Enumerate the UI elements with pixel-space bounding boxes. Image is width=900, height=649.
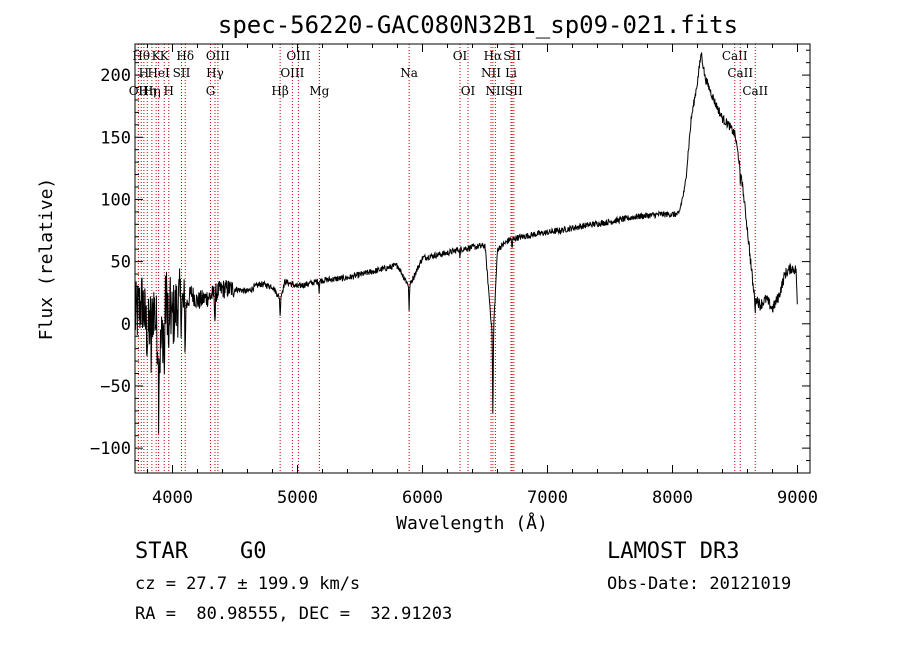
plot-frame [134, 43, 811, 474]
x-tick-label: 9000 [777, 488, 818, 508]
line-marker-label: K [152, 49, 162, 63]
line-marker-label: OIII [280, 66, 304, 80]
chart-title: spec-56220-GAC080N32B1_sp09-021.fits [218, 11, 738, 39]
obs-date: Obs-Date: 20121019 [607, 574, 792, 594]
survey-label: LAMOST DR3 [607, 539, 740, 564]
line-marker-label: G [206, 84, 216, 98]
x-axis: 4000 5000 6000 7000 8000 9000 [147, 44, 818, 508]
line-marker-label: OI [461, 84, 476, 98]
line-marker-label: OIII [286, 49, 310, 63]
y-tick-label: 0 [121, 315, 131, 335]
line-marker-label: Hα [484, 49, 503, 63]
line-marker-label: HeI [147, 66, 170, 80]
line-marker-label: CaII [727, 66, 753, 80]
spectrum-layer [134, 52, 798, 434]
line-marker-label: CaII [722, 49, 748, 63]
y-tick-label: 50 [111, 253, 131, 273]
line-marker-label: Mg [309, 84, 329, 98]
x-tick-label: 5000 [277, 488, 318, 508]
object-class: STAR [135, 539, 188, 564]
y-tick-label: 200 [100, 66, 131, 86]
x-tick-label: 6000 [402, 488, 443, 508]
y-tick-label: 150 [100, 128, 131, 148]
x-tick-label: 7000 [527, 488, 568, 508]
line-markers: OIIHθHHηHηKHeIKHSIIHδGHγOIIIHβOIIIOIIIMg… [129, 44, 768, 473]
x-tick-label: 4000 [152, 488, 193, 508]
line-marker-label: Hη [143, 84, 161, 98]
line-marker-label: OII [129, 84, 149, 98]
line-marker-label: Na [400, 66, 418, 80]
y-axis: −100 −50 0 50 100 150 200 [90, 49, 810, 462]
x-axis-label: Wavelength (Å) [396, 512, 548, 534]
y-tick-label: −50 [100, 377, 131, 397]
line-marker-label: Hθ [132, 49, 150, 63]
line-marker-label: K [160, 49, 170, 63]
line-marker-label: Li [505, 66, 517, 80]
line-marker-label: SII [503, 49, 521, 63]
line-marker-label: H [164, 84, 174, 98]
line-marker-label: H [139, 66, 149, 80]
coordinates: RA = 80.98555, DEC = 32.91203 [135, 604, 453, 624]
line-marker-label: OI [453, 49, 468, 63]
line-marker-label: SII [505, 84, 523, 98]
line-marker-label: NII [485, 84, 505, 98]
line-marker-label: Hβ [271, 84, 288, 98]
line-marker-label: CaII [742, 84, 768, 98]
line-marker-label: SII [173, 66, 191, 80]
x-tick-label: 8000 [652, 488, 693, 508]
spectrum-line [134, 52, 798, 434]
y-tick-label: 100 [100, 190, 131, 210]
line-marker-label: Hγ [206, 66, 224, 80]
line-marker-label: OIII [206, 49, 230, 63]
line-marker-label: Hη [138, 84, 156, 98]
object-subclass: G0 [240, 539, 267, 564]
line-marker-label: NII [481, 66, 501, 80]
redshift-info: cz = 27.7 ± 199.9 km/s [135, 574, 361, 594]
line-marker-label: Hδ [176, 49, 194, 63]
y-tick-label: −100 [90, 439, 131, 459]
y-axis-label: Flux (relative) [36, 178, 57, 341]
